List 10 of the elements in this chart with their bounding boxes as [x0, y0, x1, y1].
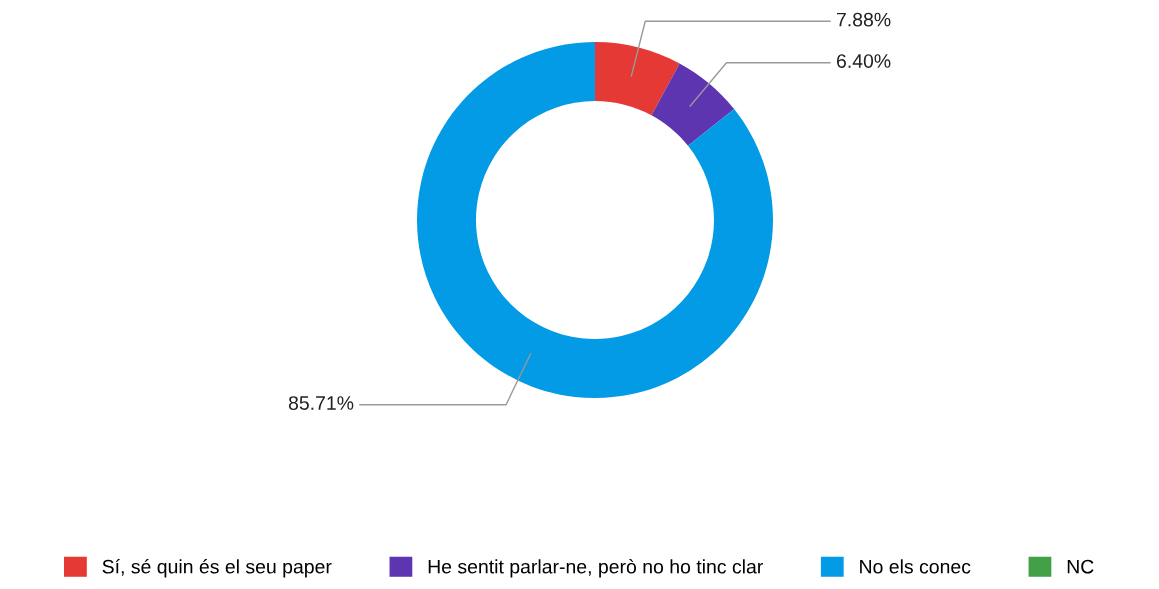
donut-slice — [651, 63, 735, 146]
legend-label: Sí, sé quin és el seu paper — [102, 559, 332, 578]
data-label: 6.40% — [836, 54, 891, 68]
data-label: 7.88% — [837, 12, 891, 27]
donut-slice — [417, 42, 773, 398]
legend-label: He sentit parlar-ne, però no ho tinc clar — [428, 559, 763, 578]
legend-label: NC — [1067, 559, 1094, 574]
data-label: 85.71% — [288, 396, 354, 410]
legend-label: No els conec — [860, 559, 971, 574]
donut-slice — [595, 42, 680, 116]
